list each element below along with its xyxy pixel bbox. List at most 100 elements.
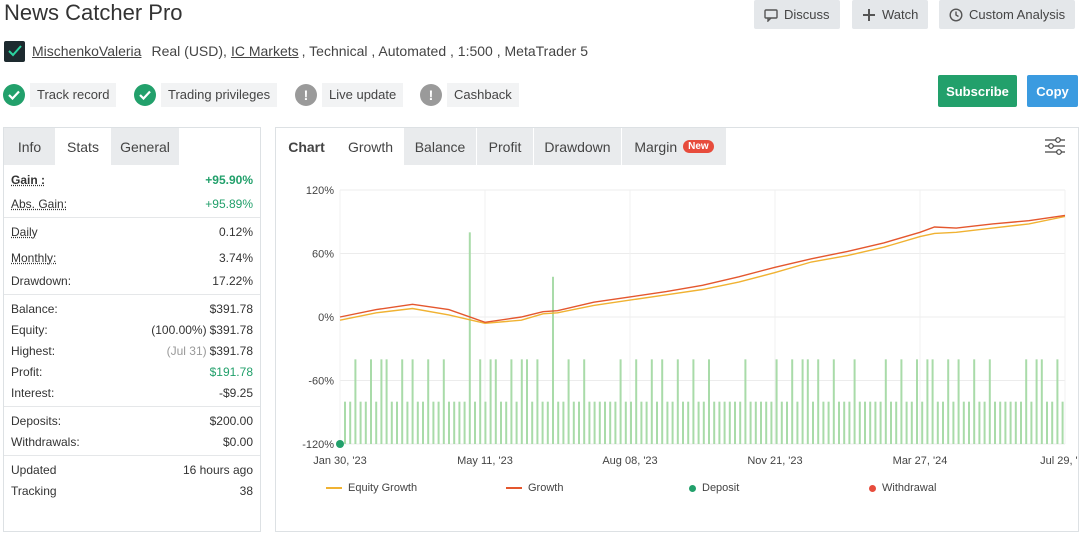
activity-bar [463,401,466,444]
activity-bar [588,401,591,444]
activity-bar [552,276,554,444]
tab-margin[interactable]: Margin New [622,128,727,165]
activity-bar [432,401,435,444]
activity-bar [380,359,383,444]
y-tick-label: 120% [306,185,334,197]
author-link[interactable]: MischenkoValeria [32,43,142,59]
stat-label[interactable]: Daily [11,224,38,239]
settings-sliders-icon[interactable] [1044,136,1066,156]
tab-margin-label: Margin [634,138,678,155]
activity-bar [385,359,388,444]
tab-profit[interactable]: Profit [477,128,534,165]
activity-bar [702,401,705,444]
activity-bar [448,401,450,444]
activity-bar [734,401,736,444]
legend-deposit[interactable]: Deposit [689,482,869,494]
badge-track-record[interactable]: Track record [3,82,117,108]
legend-equity-growth[interactable]: Equity Growth [326,482,506,494]
stat-label[interactable]: Monthly: [11,250,57,265]
tab-balance[interactable]: Balance [404,128,477,165]
activity-bar [754,401,757,444]
clock-icon [949,7,963,22]
activity-bar [458,401,461,444]
badge-live-update[interactable]: ! Live update [295,82,404,108]
avatar[interactable] [4,40,25,62]
x-tick-label: Mar 27, '24 [893,455,948,467]
left-tabs: Info Stats General [4,128,180,165]
stat-row-tracking: Tracking 38 [4,480,260,501]
activity-bar [884,359,887,444]
activity-bar [645,401,648,444]
activity-bar [510,359,513,444]
legend-swatch [326,487,342,489]
legend-growth[interactable]: Growth [506,482,689,494]
stat-label: Equity: [11,322,48,337]
badge-cashback[interactable]: ! Cashback [420,82,519,108]
activity-bar [1025,359,1028,444]
activity-bar [843,401,846,444]
tab-general[interactable]: General [111,128,180,165]
activity-bar [812,401,814,444]
discuss-button[interactable]: Discuss [754,0,840,29]
stat-label: Withdrawals: [11,434,80,449]
activity-bar [562,401,565,444]
activity-bar [786,401,788,444]
exclamation-circle-icon: ! [295,84,317,106]
stat-note: (Jul 31) [166,343,207,358]
chart-panel: Chart Growth Balance Profit Drawdown Mar… [275,127,1079,532]
activity-bar [760,401,762,444]
activity-bar [1004,401,1007,444]
activity-bar [697,401,700,444]
stat-value: $0.00 [222,434,253,449]
stat-label: Profit: [11,364,43,379]
activity-bar [713,401,716,444]
activity-bar [661,359,664,444]
activity-bar [910,401,913,444]
activity-bar [567,359,570,444]
stat-label[interactable]: Gain : [11,172,46,187]
tab-growth[interactable]: Growth [338,128,404,165]
deposit-point [336,440,344,448]
activity-bar [983,401,986,444]
activity-bar [468,232,471,444]
x-tick-label: Jul 29, '24 [1040,455,1078,467]
badge-trading-privileges[interactable]: Trading privileges [134,82,278,108]
stat-label[interactable]: Abs. Gain: [11,196,68,211]
subscribe-button[interactable]: Subscribe [938,75,1017,107]
stat-label: Balance: [11,301,58,316]
activity-bar [1040,359,1043,444]
custom-analysis-button[interactable]: Custom Analysis [939,0,1076,29]
activity-bar [1056,359,1059,444]
copy-button[interactable]: Copy [1027,75,1078,107]
activity-bar [822,401,825,444]
stat-note: (100.00%) [151,322,207,337]
account-type: Real (USD), [151,43,227,59]
tab-chart: Chart [276,128,338,165]
stat-row-monthly: Monthly: 3.74% [4,247,260,268]
activity-bar [999,401,1002,444]
activity-bar [411,359,414,444]
legend-swatch [506,487,522,489]
stat-label: Updated [11,462,57,477]
stat-row-gain: Gain : +95.90% [4,169,260,190]
tab-stats[interactable]: Stats [56,128,111,165]
broker-link[interactable]: IC Markets [230,43,299,59]
badge-label: Trading privileges [161,83,278,107]
activity-bar [926,359,929,444]
activity-bar [619,359,622,444]
watch-button[interactable]: Watch [852,0,929,29]
tab-drawdown[interactable]: Drawdown [534,128,622,165]
legend-label: Deposit [702,482,740,494]
stat-row-abs-gain: Abs. Gain: +95.89% [4,193,260,214]
activity-bar [682,401,684,444]
activity-bar [978,401,981,444]
legend-withdrawal[interactable]: Withdrawal [869,482,936,494]
tab-info[interactable]: Info [4,128,56,165]
activity-bar [770,401,773,444]
activity-bar [739,401,742,444]
activity-bar [708,359,710,444]
y-tick-label: 60% [312,249,334,261]
activity-bar [598,401,601,444]
stat-value: 3.74% [218,250,253,265]
growth-line [339,214,1066,324]
